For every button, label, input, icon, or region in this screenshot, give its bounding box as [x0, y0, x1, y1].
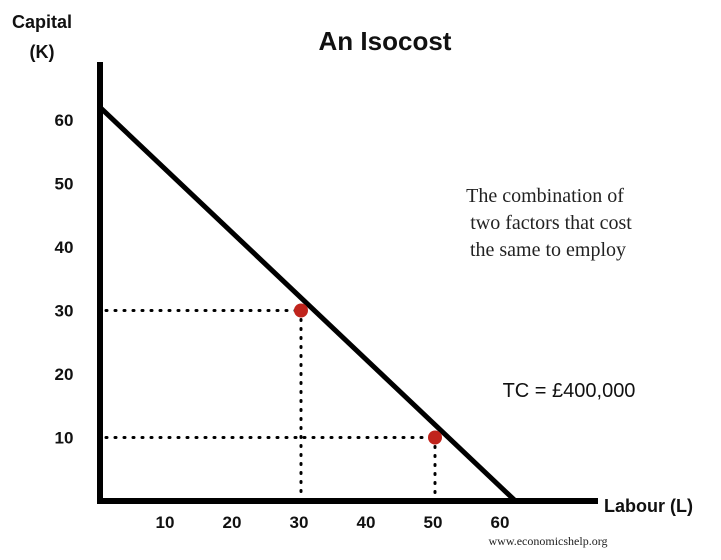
y-tick-label-10: 10 — [55, 429, 74, 448]
data-point-2 — [428, 430, 442, 445]
series-layer — [98, 105, 518, 503]
x-tick-label-60: 60 — [491, 513, 510, 532]
y-axis-label-line-1: Capital — [12, 12, 72, 32]
isocost-line — [98, 105, 518, 503]
x-tick-label-20: 20 — [223, 513, 242, 532]
y-tick-label-20: 20 — [55, 365, 74, 384]
chart-title: An Isocost — [319, 26, 452, 56]
y-axis-label-line-2: (K) — [30, 42, 55, 62]
x-tick-labels: 10 20 30 40 50 60 — [156, 513, 510, 532]
x-axis-label: Labour (L) — [604, 496, 693, 516]
annotation-line-3: the same to employ — [470, 239, 626, 261]
axes — [97, 62, 598, 504]
x-tick-label-30: 30 — [290, 513, 309, 532]
annotation-line-2: two factors that cost — [470, 212, 632, 234]
y-tick-label-40: 40 — [55, 238, 74, 257]
annotation-text: The combination of two factors that cost… — [466, 185, 632, 261]
data-point-1 — [294, 303, 308, 318]
source-credit: www.economicshelp.org — [489, 534, 608, 548]
y-tick-labels: 10 20 30 40 50 60 — [55, 111, 74, 448]
y-tick-label-30: 30 — [55, 302, 74, 321]
total-cost-label: TC = £400,000 — [503, 380, 636, 402]
annotation-line-1: The combination of — [466, 185, 624, 207]
guide-lines — [104, 309, 437, 499]
x-tick-label-50: 50 — [424, 513, 443, 532]
y-tick-label-50: 50 — [55, 175, 74, 194]
points-layer — [294, 303, 442, 445]
y-tick-label-60: 60 — [55, 111, 74, 130]
x-tick-label-10: 10 — [156, 513, 175, 532]
x-tick-label-40: 40 — [357, 513, 376, 532]
